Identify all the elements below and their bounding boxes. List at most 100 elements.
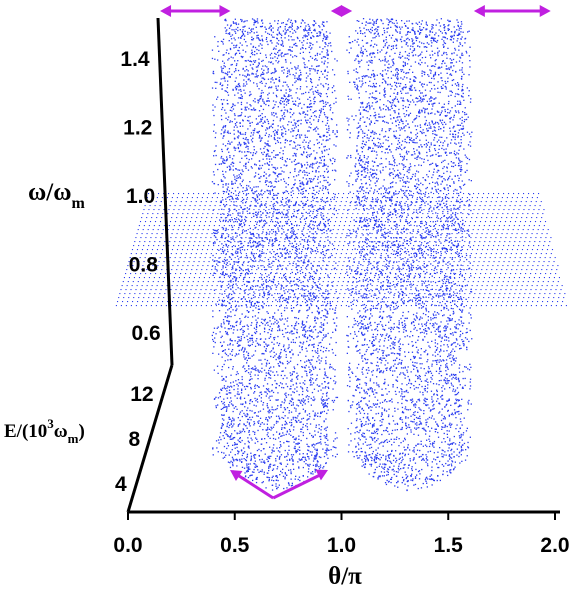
plane-point <box>501 197 503 199</box>
data-point <box>229 342 231 345</box>
plane-point <box>420 305 422 307</box>
plane-point <box>331 269 333 271</box>
plane-point <box>224 257 226 259</box>
plane-point <box>504 257 506 259</box>
data-point <box>302 112 304 114</box>
plane-point <box>285 273 287 275</box>
plane-point <box>278 277 280 279</box>
data-point <box>262 122 264 124</box>
data-point <box>237 379 240 381</box>
plane-point <box>187 229 189 231</box>
data-point <box>291 484 294 486</box>
plane-point <box>176 269 178 271</box>
data-point <box>313 36 315 38</box>
data-point <box>322 206 324 208</box>
data-point <box>274 254 277 256</box>
plane-point <box>319 205 321 207</box>
data-point <box>253 256 255 258</box>
data-point <box>290 19 292 21</box>
data-point <box>299 144 301 146</box>
data-point <box>301 376 303 378</box>
data-point <box>241 95 243 97</box>
data-point <box>245 137 247 139</box>
plane-point <box>380 289 382 291</box>
plane-point <box>366 269 368 271</box>
plane-point <box>223 209 225 211</box>
plane-point <box>182 265 184 267</box>
data-point <box>318 290 320 292</box>
plane-point <box>533 225 535 227</box>
plane-point <box>484 205 486 207</box>
plane-point <box>145 289 147 291</box>
plane-point <box>405 237 407 239</box>
data-point <box>286 301 288 303</box>
data-point <box>312 399 314 401</box>
plane-point <box>318 297 320 299</box>
plane-point <box>223 193 225 195</box>
plane-point <box>184 205 186 207</box>
data-point <box>302 57 304 59</box>
data-point <box>313 217 315 219</box>
plane-point <box>400 201 402 203</box>
plane-point <box>391 249 394 251</box>
plane-point <box>350 305 352 307</box>
data-point <box>221 102 224 105</box>
plane-point <box>176 233 178 235</box>
data-point <box>248 466 250 468</box>
data-point <box>336 396 339 399</box>
plane-point <box>324 205 326 207</box>
data-point <box>296 254 298 256</box>
plane-point <box>323 225 325 227</box>
data-point <box>320 429 322 431</box>
plane-point <box>348 193 350 195</box>
data-point <box>228 348 230 350</box>
plane-point <box>203 245 205 247</box>
data-point <box>223 54 225 56</box>
data-point <box>246 198 248 200</box>
data-point <box>235 88 238 90</box>
plane-point <box>488 261 490 263</box>
plane-point <box>554 257 556 259</box>
data-point <box>256 83 258 85</box>
data-point <box>307 264 309 266</box>
data-point <box>229 285 231 287</box>
data-point <box>281 52 283 54</box>
plane-point <box>415 273 417 275</box>
plane-point <box>290 253 292 255</box>
plane-point <box>426 233 428 235</box>
plane-point <box>255 273 257 275</box>
plane-point <box>474 205 476 207</box>
plane-point <box>225 289 227 291</box>
data-point <box>285 396 288 398</box>
plane-point <box>319 293 321 295</box>
plane-point <box>153 193 155 195</box>
data-point <box>283 94 285 96</box>
plane-point <box>525 305 527 307</box>
plane-point <box>173 277 175 279</box>
data-point <box>324 373 326 375</box>
plane-point <box>476 269 478 271</box>
data-point <box>222 423 224 426</box>
data-point <box>305 167 308 169</box>
plane-point <box>477 301 479 303</box>
plane-point <box>500 237 502 239</box>
data-point <box>223 300 225 303</box>
data-point <box>295 45 297 47</box>
plane-point <box>385 253 387 255</box>
plane-point <box>357 301 359 303</box>
data-point <box>251 334 254 337</box>
plane-point <box>241 233 243 235</box>
data-point <box>280 463 282 465</box>
plane-point <box>316 217 318 219</box>
plane-point <box>427 301 429 303</box>
data-point <box>214 58 216 60</box>
plane-point <box>258 245 260 247</box>
data-point <box>291 310 293 312</box>
data-point <box>335 145 337 147</box>
plane-point <box>507 265 509 267</box>
plane-point <box>382 301 384 303</box>
data-point <box>275 239 277 242</box>
plane-point <box>515 201 517 203</box>
data-point <box>268 457 271 460</box>
data-point <box>243 325 246 327</box>
